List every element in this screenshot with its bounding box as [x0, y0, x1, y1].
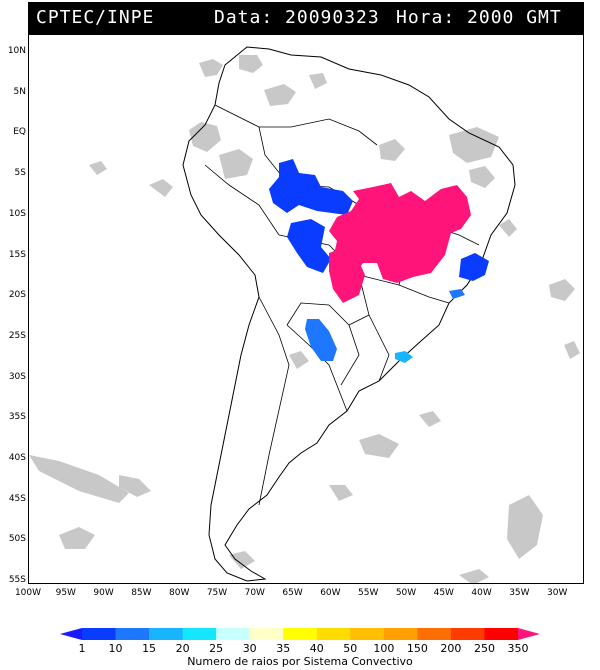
lat-tick-label: 45S	[8, 493, 26, 504]
time-label: Hora: 2000 GMT	[396, 7, 562, 28]
map-frame	[28, 34, 584, 584]
lat-tick-label: 5N	[13, 86, 26, 97]
lon-tick-label: 30W	[547, 588, 568, 598]
cloud-cover	[29, 55, 580, 583]
colorbar-segment	[316, 628, 351, 640]
colorbar-left-arrow	[60, 628, 82, 640]
colorbar-segment	[484, 628, 519, 640]
source-label: CPTEC/INPE	[36, 7, 155, 28]
colorbar-segment	[149, 628, 184, 640]
colorbar-label: 10	[108, 642, 123, 655]
lon-tick-label: 45W	[433, 588, 454, 598]
lon-tick-label: 100W	[14, 588, 42, 598]
colorbar-segment	[115, 628, 150, 640]
lon-tick-label: 80W	[169, 588, 190, 598]
lon-tick-label: 90W	[93, 588, 114, 598]
colorbar-segment	[450, 628, 485, 640]
colorbar-label: 35	[276, 642, 291, 655]
continent-outline	[182, 46, 516, 582]
lon-tick-label: 95W	[55, 588, 76, 598]
south-america-map	[29, 46, 580, 583]
colorbar-label: 350	[507, 642, 529, 655]
date-label: Data: 20090323	[214, 7, 380, 28]
colorbar-label: 100	[373, 642, 395, 655]
colorbar-right-arrow	[518, 628, 540, 640]
cyan-convective-system	[395, 351, 413, 363]
colorbar-label: 20	[175, 642, 190, 655]
lat-tick-label: 55S	[8, 575, 26, 586]
colorbar	[60, 628, 540, 640]
colorbar-segment	[216, 628, 251, 640]
lat-tick-label: 30S	[8, 371, 26, 382]
lat-tick-label: 20S	[8, 290, 26, 301]
map-header: CPTEC/INPE Data: 20090323 Hora: 2000 GMT	[28, 2, 584, 34]
lat-tick-label: 5S	[14, 168, 26, 179]
lat-tick-label: 25S	[8, 330, 26, 341]
colorbar-label: 150	[406, 642, 428, 655]
colorbar-label: 30	[242, 642, 257, 655]
colorbar-label: 250	[473, 642, 495, 655]
lon-tick-label: 65W	[282, 588, 303, 598]
lon-tick-label: 75W	[206, 588, 228, 598]
lat-tick-label: 10S	[8, 208, 26, 219]
colorbar-segment	[249, 628, 284, 640]
colorbar-label: 25	[209, 642, 224, 655]
lightblue-convective-systems	[305, 289, 465, 361]
lat-tick-label: EQ	[13, 127, 26, 138]
lon-tick-label: 40W	[471, 588, 492, 598]
lat-tick-label: 15S	[8, 249, 26, 260]
colorbar-segment	[82, 628, 117, 640]
colorbar-label: 50	[343, 642, 358, 655]
colorbar-segment	[383, 628, 418, 640]
colorbar-label: 200	[440, 642, 462, 655]
lat-tick-label: 50S	[8, 534, 26, 545]
colorbar-label: 40	[309, 642, 324, 655]
colorbar-title: Numero de raios por Sistema Convectivo	[187, 655, 413, 668]
blue-convective-systems	[269, 159, 489, 281]
magenta-convective-systems	[329, 183, 471, 303]
lon-tick-label: 35W	[509, 588, 530, 598]
lat-tick-label: 10N	[7, 46, 26, 56]
colorbar-segment	[350, 628, 385, 640]
colorbar-segment	[283, 628, 318, 640]
lon-tick-label: 85W	[131, 588, 152, 598]
colorbar-label: 15	[142, 642, 157, 655]
lat-tick-label: 35S	[8, 412, 26, 423]
colorbar-label: 1	[78, 642, 86, 655]
lon-tick-label: 70W	[244, 588, 265, 598]
lon-tick-label: 60W	[320, 588, 341, 598]
lon-tick-label: 55W	[358, 588, 379, 598]
colorbar-segment	[182, 628, 217, 640]
lat-tick-label: 40S	[8, 453, 26, 463]
lon-tick-label: 50W	[395, 588, 417, 598]
colorbar-segment	[417, 628, 452, 640]
